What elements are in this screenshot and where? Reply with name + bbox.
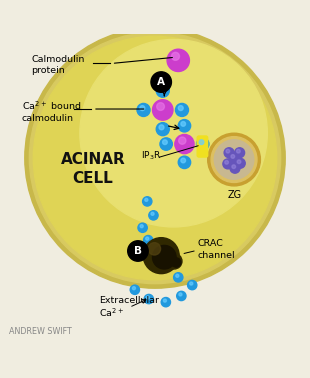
Circle shape — [149, 211, 158, 220]
Circle shape — [146, 296, 149, 299]
Circle shape — [235, 148, 245, 158]
Circle shape — [143, 238, 179, 274]
Circle shape — [177, 291, 186, 301]
Circle shape — [211, 136, 257, 183]
Text: ACINAR
CELL: ACINAR CELL — [61, 152, 125, 186]
Circle shape — [156, 84, 169, 97]
Circle shape — [178, 156, 191, 169]
Text: Extracellular
Ca$^{2+}$: Extracellular Ca$^{2+}$ — [99, 296, 159, 319]
Circle shape — [151, 212, 154, 215]
Circle shape — [166, 254, 182, 269]
Circle shape — [29, 33, 281, 284]
Circle shape — [80, 39, 267, 227]
Circle shape — [159, 125, 164, 130]
Text: ZG: ZG — [228, 190, 242, 200]
Circle shape — [229, 153, 239, 163]
Circle shape — [144, 235, 153, 245]
Circle shape — [199, 140, 204, 144]
Circle shape — [214, 140, 254, 179]
Circle shape — [156, 122, 169, 136]
Circle shape — [132, 287, 135, 290]
Circle shape — [130, 285, 140, 294]
Circle shape — [179, 293, 182, 296]
Circle shape — [197, 138, 209, 150]
Circle shape — [171, 52, 179, 60]
Circle shape — [175, 135, 194, 154]
Circle shape — [179, 137, 186, 144]
Circle shape — [160, 138, 172, 150]
Circle shape — [144, 294, 153, 304]
Circle shape — [188, 280, 197, 290]
Circle shape — [167, 49, 189, 71]
Circle shape — [128, 241, 148, 261]
Circle shape — [175, 104, 188, 116]
Circle shape — [224, 148, 234, 158]
Text: A: A — [157, 77, 165, 87]
Circle shape — [148, 243, 161, 255]
Circle shape — [138, 223, 147, 232]
Text: IP$_3$R: IP$_3$R — [141, 150, 162, 162]
Circle shape — [226, 149, 230, 153]
Circle shape — [190, 282, 193, 285]
Circle shape — [25, 28, 285, 288]
Text: Calmodulin
protein: Calmodulin protein — [31, 55, 84, 75]
Circle shape — [181, 122, 186, 126]
Circle shape — [237, 160, 241, 164]
Circle shape — [162, 140, 167, 144]
Circle shape — [181, 158, 186, 163]
Circle shape — [230, 163, 240, 173]
Text: B: B — [134, 246, 142, 256]
FancyBboxPatch shape — [197, 136, 208, 157]
Circle shape — [174, 273, 183, 282]
Circle shape — [225, 161, 228, 164]
Circle shape — [161, 297, 171, 307]
Circle shape — [33, 36, 277, 280]
Circle shape — [145, 198, 148, 201]
Circle shape — [232, 165, 236, 169]
Circle shape — [171, 258, 181, 267]
Circle shape — [146, 237, 149, 240]
Circle shape — [235, 158, 245, 168]
Circle shape — [140, 225, 143, 228]
Circle shape — [223, 159, 233, 169]
Circle shape — [143, 197, 152, 206]
Circle shape — [176, 274, 179, 277]
Text: Ca$^{2+}$ bound
calmodulin: Ca$^{2+}$ bound calmodulin — [22, 100, 81, 123]
Text: CRAC
channel: CRAC channel — [198, 239, 235, 260]
Circle shape — [208, 133, 260, 186]
Text: ANDREW SWIFT: ANDREW SWIFT — [9, 327, 72, 336]
Circle shape — [178, 105, 183, 110]
Circle shape — [153, 245, 176, 269]
Circle shape — [153, 100, 173, 120]
Circle shape — [178, 119, 191, 132]
Circle shape — [159, 87, 164, 91]
Circle shape — [151, 72, 171, 92]
Circle shape — [163, 299, 166, 302]
Circle shape — [237, 149, 240, 153]
Circle shape — [231, 155, 235, 158]
Circle shape — [137, 104, 150, 116]
Circle shape — [140, 105, 145, 110]
Circle shape — [157, 103, 165, 110]
